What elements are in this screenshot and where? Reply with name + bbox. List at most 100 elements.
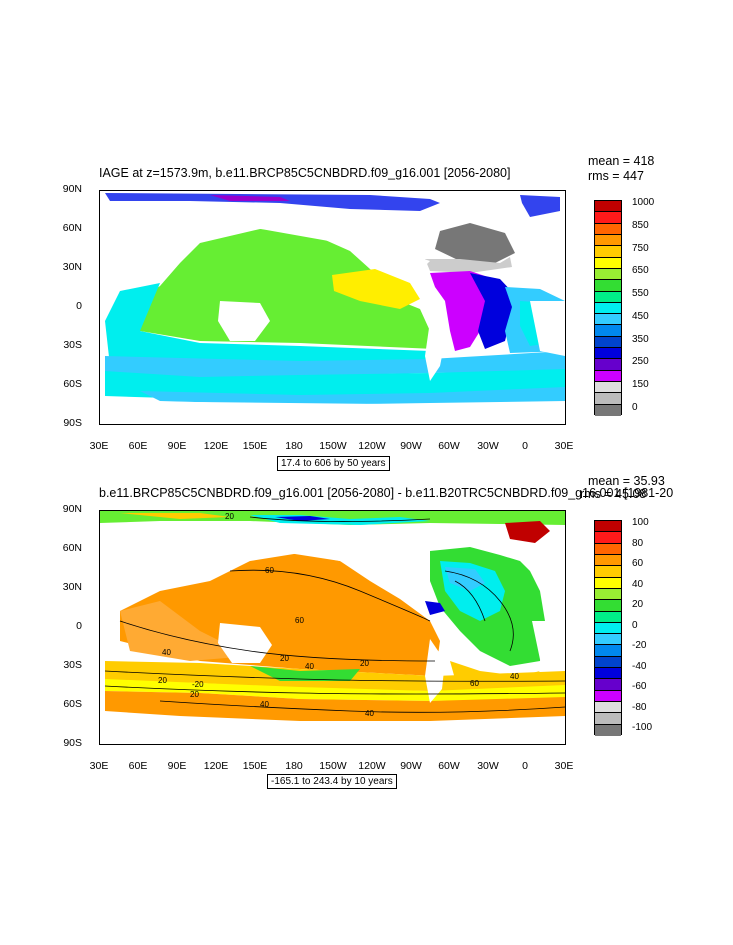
p2-lat-label: 90N xyxy=(62,503,82,515)
p1-lon-label: 120E xyxy=(203,440,229,452)
atlantic-lightgray xyxy=(425,257,512,273)
p2-lon-label: 120E xyxy=(203,760,229,772)
panel2-info-box: -165.1 to 243.4 by 10 years xyxy=(267,774,397,789)
south-america-land xyxy=(425,321,445,381)
colorbar-label: -60 xyxy=(632,681,647,692)
colorbar-swatch xyxy=(595,600,621,612)
panel1-rms: rms = 447 xyxy=(588,169,644,183)
p2-lon-label: 60E xyxy=(128,760,148,772)
panel2-mean: mean = 35.93 xyxy=(588,474,665,488)
colorbar-label: 100 xyxy=(632,517,649,528)
p1-lat-label: 60S xyxy=(63,378,82,390)
arctic-blue xyxy=(275,516,330,521)
antarctica-land xyxy=(100,721,565,744)
p1-lon-label: 90W xyxy=(400,440,422,452)
colorbar-swatch xyxy=(595,246,621,258)
africa-land xyxy=(530,301,565,356)
colorbar-label: 550 xyxy=(632,288,649,300)
contour-label: 40 xyxy=(365,709,374,718)
pacific-yellow xyxy=(332,269,420,309)
p1-lon-label: 30E xyxy=(554,440,574,452)
contour-label: 40 xyxy=(510,672,519,681)
panel1-title: IAGE at z=1573.9m, b.e11.BRCP85C5CNBDRD.… xyxy=(99,166,511,180)
colorbar-label: 750 xyxy=(632,242,649,254)
p2-lon-label: 90W xyxy=(400,760,422,772)
p1-lon-label: 30W xyxy=(477,440,499,452)
south-america-land xyxy=(425,639,445,703)
colorbar-swatch xyxy=(595,302,621,315)
africa-land xyxy=(532,621,565,671)
colorbar-swatch xyxy=(595,348,621,360)
pacific-green xyxy=(130,229,435,349)
p2-lon-label: 30W xyxy=(477,760,499,772)
colorbar-swatch xyxy=(595,588,621,601)
colorbar-label: 1000 xyxy=(632,197,655,208)
colorbar-swatch xyxy=(595,543,621,555)
colorbar-label: -80 xyxy=(632,701,647,713)
p2-lon-label: 90E xyxy=(167,760,187,772)
southern-green xyxy=(250,666,360,681)
indian-cyan xyxy=(105,283,430,373)
colorbar-swatch xyxy=(595,611,621,623)
p2-lon-label: 120W xyxy=(358,760,386,772)
contour-lines xyxy=(104,516,565,713)
colorbar-label: 0 xyxy=(632,402,638,413)
australia-land xyxy=(218,623,272,663)
contour-label: 40 xyxy=(260,700,269,709)
north-land xyxy=(100,211,430,271)
p1-lat-label: 60N xyxy=(62,222,82,234)
colorbar-swatch xyxy=(595,404,621,416)
colorbar-swatch xyxy=(595,577,621,589)
contour-label: 20 xyxy=(360,659,369,668)
contour-label: 20 xyxy=(158,676,167,685)
p2-lon-label: 180 xyxy=(285,760,303,772)
southern-orange-2 xyxy=(105,691,565,721)
p1-lon-label: 60E xyxy=(128,440,148,452)
colorbar-swatch xyxy=(595,566,621,578)
p1-lat-label: 90N xyxy=(62,183,82,195)
colorbar-swatch xyxy=(595,325,621,337)
p2-lon-label: 150E xyxy=(242,760,268,772)
colorbar-label: 450 xyxy=(632,310,649,322)
southern-lightblue xyxy=(105,351,565,379)
p2-lon-label: 0 xyxy=(522,760,528,772)
panel1-info-box: 17.4 to 606 by 50 years xyxy=(277,456,390,471)
colorbar-label: 40 xyxy=(632,578,644,590)
colorbar-label: 150 xyxy=(632,379,649,391)
panel1-map xyxy=(99,190,566,425)
colorbar-swatch xyxy=(595,622,621,635)
colorbar-label: -40 xyxy=(632,660,647,672)
arctic-water xyxy=(105,193,440,211)
panel2-map: 20 60 60 40 40 20 20 40 20 40 60 20 40 -… xyxy=(99,510,566,745)
arctic-yellow xyxy=(120,513,230,519)
colorbar-swatch xyxy=(595,268,621,281)
colorbar-swatch xyxy=(595,314,621,326)
atlantic-darkblue xyxy=(470,273,515,349)
colorbar-label: 60 xyxy=(632,558,644,569)
p2-lat-label: 90S xyxy=(63,737,82,749)
colorbar-swatch xyxy=(595,690,621,702)
colorbar-swatch xyxy=(595,212,621,224)
colorbar-swatch xyxy=(595,656,621,669)
p1-lon-label: 60W xyxy=(438,440,460,452)
north-land xyxy=(100,531,430,587)
p1-lon-label: 150E xyxy=(242,440,268,452)
colorbar-swatch xyxy=(595,668,621,680)
colorbar-swatch xyxy=(595,336,621,349)
australia-land xyxy=(218,301,270,341)
antarctica-land xyxy=(100,401,565,424)
colorbar-label: -100 xyxy=(632,722,653,733)
colorbar-label: 650 xyxy=(632,265,649,277)
contour-label: 20 xyxy=(225,512,234,521)
southern-brightyellow xyxy=(105,679,565,701)
arctic-purple xyxy=(210,195,290,201)
greenland-red xyxy=(505,521,550,543)
colorbar-swatch xyxy=(595,257,621,269)
colorbar-label: 80 xyxy=(632,537,644,549)
colorbar-swatch xyxy=(595,280,621,292)
contour-label: 60 xyxy=(470,679,479,688)
contour-label: 40 xyxy=(305,662,314,671)
p1-lon-label: 0 xyxy=(522,440,528,452)
contour-label: 60 xyxy=(295,616,304,625)
panel1-colorbar xyxy=(594,200,622,416)
